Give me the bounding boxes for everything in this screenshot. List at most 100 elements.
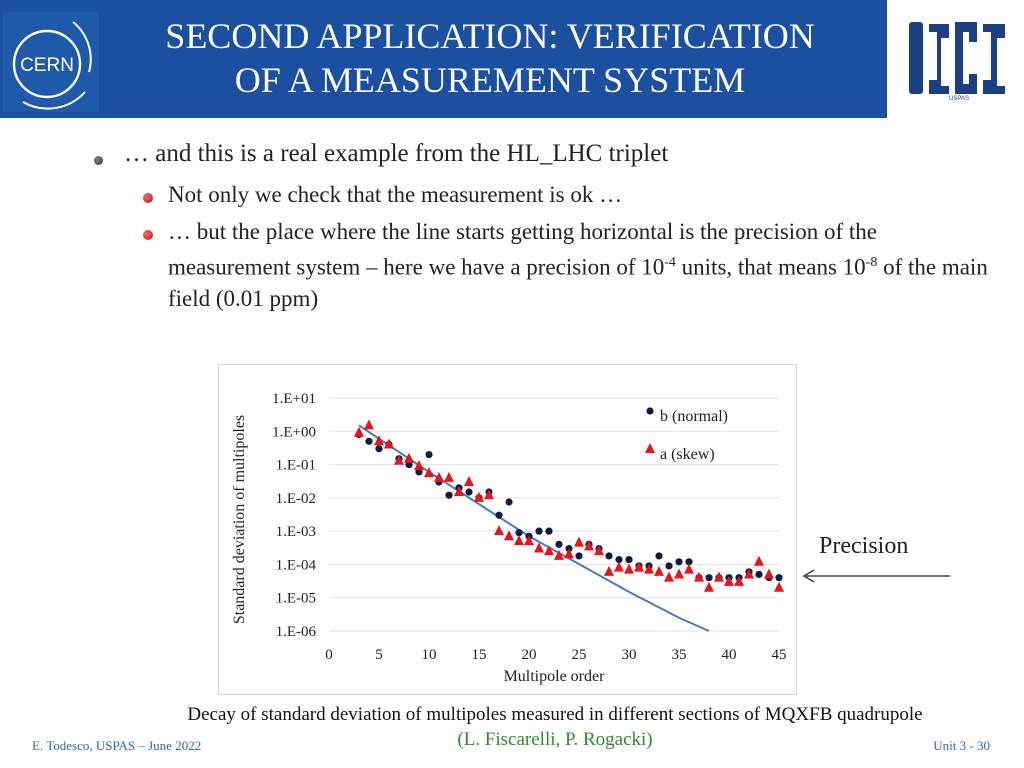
multipole-chart: 1.E+01 1.E+00 1.E-01 1.E-02 1.E-03 1.E-04 1.E-… — [231, 391, 787, 685]
normal-point — [555, 540, 563, 548]
skew-point — [354, 426, 364, 437]
skew-point — [374, 435, 384, 446]
normal-point — [365, 437, 373, 445]
title-line-2: OF A MEASUREMENT SYSTEM — [234, 60, 746, 100]
skew-point — [704, 581, 714, 592]
skew-point — [574, 536, 584, 547]
svg-text:CERN: CERN — [20, 55, 74, 76]
svg-text:USPAS: USPAS — [949, 96, 969, 102]
skew-point — [744, 568, 754, 579]
title-banner: CERN SECOND APPLICATION: VERIFICATION OF… — [0, 0, 887, 118]
sub-bullet-2: … but the place where the line starts ge… — [168, 216, 998, 314]
y-tick-label: 1.E-06 — [276, 624, 317, 640]
skew-point — [754, 555, 764, 566]
skew-point — [464, 475, 474, 486]
skew-point — [634, 561, 644, 572]
x-tick-label: 0 — [325, 647, 333, 663]
x-tick-label: 30 — [622, 647, 637, 663]
skew-point — [694, 571, 704, 582]
normal-point — [545, 527, 553, 535]
skew-point — [664, 571, 674, 582]
normal-point — [655, 552, 663, 560]
y-tick-label: 1.E-03 — [276, 524, 316, 540]
skew-point — [444, 471, 454, 482]
normal-point — [415, 468, 423, 476]
cern-logo: CERN — [3, 12, 99, 112]
skew-point — [414, 460, 424, 471]
normal-point — [685, 558, 693, 566]
skew-point — [524, 535, 534, 546]
x-tick-label: 45 — [772, 647, 787, 663]
skew-point — [584, 540, 594, 551]
x-tick-label: 40 — [722, 647, 737, 663]
bullet-main: … and this is a real example from the HL… — [124, 140, 669, 167]
normal-point — [375, 445, 383, 453]
sub2-text-a: … but the place where the line starts ge… — [168, 219, 877, 280]
skew-point — [684, 563, 694, 574]
skew-point — [364, 419, 374, 430]
skew-point — [434, 471, 444, 482]
sub2-text-c: of the main field (0.01 ppm) — [168, 254, 988, 311]
y-tick-label: 1.E-04 — [276, 557, 317, 573]
normal-point — [755, 570, 763, 579]
skew-point — [404, 452, 414, 463]
sub2-exponent-1: -4 — [664, 255, 676, 270]
skew-point — [504, 530, 514, 541]
legend-normal-label: b (normal) — [660, 408, 728, 425]
skew-point — [534, 542, 544, 553]
precision-label: Precision — [819, 533, 909, 559]
legend-normal-marker — [646, 407, 654, 415]
y-tick-label: 1.E-01 — [276, 458, 316, 474]
normal-point — [705, 574, 713, 582]
footer-page-number: Unit 3 - 30 — [933, 738, 990, 753]
skew-point — [604, 565, 614, 576]
skew-point — [734, 575, 744, 586]
skew-point — [494, 525, 504, 536]
page-title: SECOND APPLICATION: VERIFICATION OF A ME… — [100, 14, 880, 102]
normal-point — [405, 460, 413, 469]
sub-bullet-icon — [143, 230, 153, 240]
skew-point — [624, 563, 634, 574]
skew-point — [384, 438, 394, 449]
fit-line — [358, 424, 710, 632]
skew-point — [454, 485, 464, 496]
sub2-text-b: units, that means 10 — [675, 254, 866, 280]
normal-point — [615, 555, 623, 564]
skew-point — [474, 491, 484, 502]
skew-point — [484, 489, 494, 500]
normal-point — [425, 450, 433, 459]
bullet-icon — [94, 156, 103, 165]
skew-point — [764, 568, 774, 579]
normal-point — [625, 555, 633, 564]
skew-point — [394, 454, 404, 465]
footer-author: E. Todesco, USPAS – June 2022 — [32, 738, 202, 753]
skew-point — [514, 535, 524, 546]
normal-point — [495, 511, 503, 519]
skew-point — [714, 571, 724, 582]
normal-point — [465, 488, 473, 496]
figure-caption: Decay of standard deviation of multipole… — [187, 704, 923, 725]
normal-point — [675, 558, 683, 566]
legend-skew-label: a (skew) — [660, 446, 715, 463]
skew-point — [644, 563, 654, 574]
skew-point — [654, 565, 664, 576]
normal-point — [535, 527, 543, 535]
uspas-logo: USPAS — [905, 14, 1013, 102]
precision-arrow-icon — [802, 569, 950, 583]
x-axis-label: Multipole order — [504, 668, 606, 685]
normal-point — [515, 529, 523, 537]
sub-bullet-icon — [143, 193, 153, 203]
x-tick-label: 10 — [422, 647, 437, 663]
x-tick-label: 35 — [672, 647, 687, 663]
figure-credit: (L. Fiscarelli, P. Rogacki) — [457, 729, 653, 750]
y-tick-label: 1.E+01 — [272, 391, 316, 407]
sub-bullet-1: Not only we check that the measurement i… — [168, 182, 623, 207]
skew-point — [774, 581, 784, 592]
y-tick-label: 1.E-02 — [276, 491, 316, 507]
skew-point — [724, 575, 734, 586]
normal-point — [575, 552, 583, 560]
y-tick-label: 1.E-05 — [276, 591, 316, 607]
skew-point — [614, 561, 624, 572]
skew-point — [564, 548, 574, 559]
skew-point — [424, 467, 434, 478]
